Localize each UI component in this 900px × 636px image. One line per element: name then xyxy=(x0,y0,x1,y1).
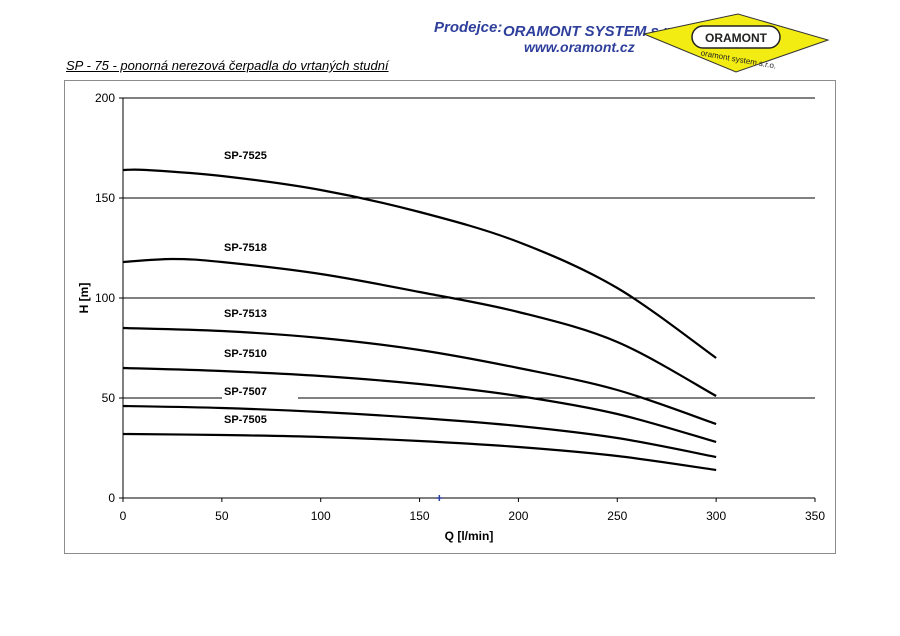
chart-subtitle: SP - 75 - ponorná nerezová čerpadla do v… xyxy=(66,58,389,73)
y-tick-label: 150 xyxy=(95,191,115,205)
seller-label: Prodejce: xyxy=(434,19,503,36)
x-tick-label: 0 xyxy=(120,509,127,523)
series-label: SP-7507 xyxy=(224,386,267,398)
y-axis-title: H [m] xyxy=(77,283,91,314)
logo-text-top: ORAMONT xyxy=(705,31,768,45)
series-line-sp-7505 xyxy=(122,432,717,472)
series-label-bg xyxy=(222,240,298,255)
x-tick-label: 200 xyxy=(508,509,528,523)
y-tick-label: 0 xyxy=(108,491,115,505)
y-tick-label: 50 xyxy=(102,391,116,405)
x-tick-label: 300 xyxy=(706,509,726,523)
x-tick-label: 250 xyxy=(607,509,627,523)
series-label-bg xyxy=(222,148,298,163)
x-axis-title: Q [l/min] xyxy=(445,529,494,543)
series-label: SP-7513 xyxy=(224,308,267,320)
series-line-sp-7510 xyxy=(122,366,717,444)
series-line-sp-7513 xyxy=(122,326,717,426)
y-tick-label: 100 xyxy=(95,291,115,305)
series-label: SP-7518 xyxy=(224,242,267,254)
oramont-logo: ORAMONT oramont system s.r.o. xyxy=(642,13,830,73)
series-label-bg xyxy=(222,412,298,427)
series-label: SP-7505 xyxy=(224,414,267,426)
y-tick-label: 200 xyxy=(95,91,115,105)
series-label: SP-7510 xyxy=(224,348,267,360)
series-label: SP-7525 xyxy=(224,150,267,162)
series-label-bg xyxy=(222,346,298,361)
x-tick-label: 350 xyxy=(805,509,825,523)
company-website[interactable]: www.oramont.cz xyxy=(524,39,635,55)
series-line-sp-7507 xyxy=(122,404,717,459)
chart-frame xyxy=(64,80,836,554)
series-line-sp-7525 xyxy=(122,168,717,359)
x-tick-label: 150 xyxy=(410,509,430,523)
series-label-bg xyxy=(222,306,298,321)
company-name: ORAMONT SYSTEM s.r.o. xyxy=(503,23,686,40)
x-tick-label: 50 xyxy=(215,509,229,523)
series-line-sp-7518 xyxy=(122,257,717,397)
x-tick-label: 100 xyxy=(311,509,331,523)
series-label-bg xyxy=(222,384,298,399)
